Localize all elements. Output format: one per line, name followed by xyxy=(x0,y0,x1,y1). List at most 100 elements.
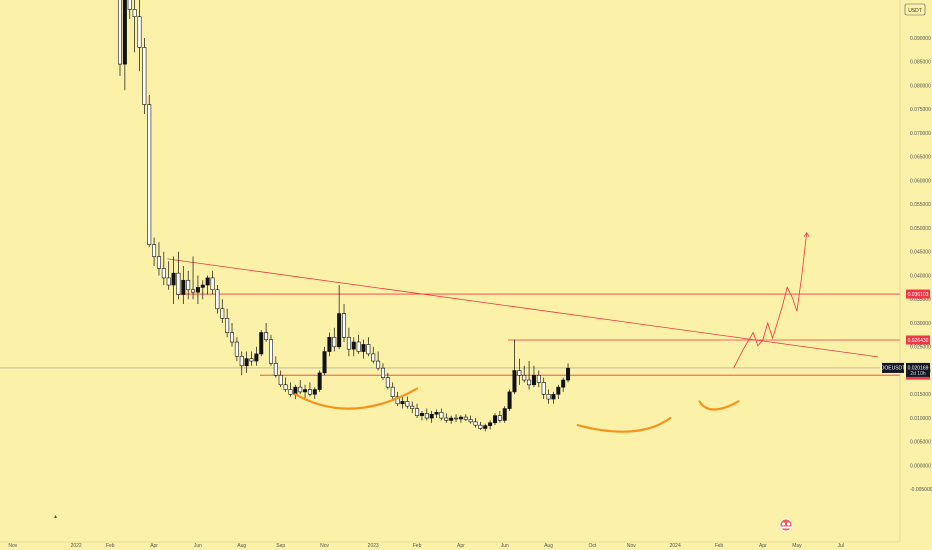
y-tick-label: 0.005000 xyxy=(910,440,931,446)
level-label: 0.026430 xyxy=(908,338,929,344)
x-tick-label: Apr xyxy=(759,543,767,549)
trendline[interactable] xyxy=(167,258,879,358)
candle xyxy=(502,406,507,423)
candle xyxy=(376,351,381,371)
candle xyxy=(371,346,376,364)
event-flag-icon[interactable] xyxy=(779,518,793,532)
x-tick-label: Nov xyxy=(627,543,636,549)
y-tick-label: 0.035000 xyxy=(910,297,931,303)
candle xyxy=(288,382,293,397)
time-axis[interactable]: Nov 2022 Feb Apr Jun Aug Sep Nov 2023 Feb Apr Jun Au… xyxy=(8,543,844,549)
candle xyxy=(541,377,546,400)
candle xyxy=(132,0,137,53)
candle xyxy=(268,334,273,366)
candle xyxy=(410,401,415,414)
x-tick-label: Jun xyxy=(194,543,202,549)
x-tick-label: Nov xyxy=(8,543,17,549)
candle xyxy=(531,365,536,388)
candle xyxy=(527,361,532,390)
price-labels: 0.0361030.0264300.019024DOEUSDT0.0201692… xyxy=(881,289,930,380)
candle xyxy=(492,413,497,426)
x-tick-label: Apr xyxy=(457,543,465,549)
pattern-curve[interactable] xyxy=(698,400,740,411)
candle xyxy=(337,285,342,350)
y-tick-label: 0.065000 xyxy=(910,155,931,161)
candle xyxy=(249,351,254,366)
candle xyxy=(152,237,157,267)
x-tick-label: 2023 xyxy=(368,543,379,549)
x-tick-label: Feb xyxy=(413,543,422,549)
candle xyxy=(536,370,541,388)
candle xyxy=(405,396,410,409)
candle xyxy=(307,382,312,397)
symbol-label: DOEUSDT xyxy=(881,366,905,372)
candle xyxy=(161,251,166,286)
candle xyxy=(517,358,522,385)
current-price-label: 0.020169 xyxy=(908,365,929,371)
candle xyxy=(122,0,127,91)
candle xyxy=(239,351,244,376)
trendline-layer xyxy=(167,258,879,358)
candle xyxy=(385,372,390,390)
candle xyxy=(546,389,551,404)
candle xyxy=(561,377,566,392)
y-tick-label: 0.060000 xyxy=(910,178,931,184)
x-tick-label: Apr xyxy=(150,543,158,549)
candle xyxy=(147,95,152,248)
candle xyxy=(468,415,473,424)
candle xyxy=(478,421,483,430)
pattern-curve[interactable] xyxy=(576,416,672,433)
candle xyxy=(351,337,356,357)
candle xyxy=(127,0,132,19)
marker-caret-icon: ▴ xyxy=(54,513,57,520)
candle xyxy=(298,380,303,395)
candle xyxy=(361,339,366,359)
y-tick-label: 0.010000 xyxy=(910,416,931,422)
candle xyxy=(230,323,235,347)
projection-line[interactable] xyxy=(733,232,808,369)
candle xyxy=(434,409,439,419)
x-tick-label: Nov xyxy=(320,543,329,549)
x-tick-label: 2024 xyxy=(670,543,681,549)
candle xyxy=(507,389,512,411)
x-tick-label: Jul xyxy=(838,543,844,549)
candle xyxy=(429,410,434,423)
candle xyxy=(254,346,259,366)
candle xyxy=(278,370,283,388)
y-tick-label: 0.025000 xyxy=(910,345,931,351)
candle xyxy=(273,356,278,378)
y-tick-label: 0.075000 xyxy=(910,107,931,113)
candle xyxy=(342,304,347,343)
y-tick-label: 0.080000 xyxy=(910,83,931,89)
x-tick-label: Oct xyxy=(588,543,596,549)
y-tick-label: -0.005000 xyxy=(910,487,932,493)
candle xyxy=(424,408,429,421)
candle xyxy=(390,382,395,400)
level-label: 0.036103 xyxy=(908,292,929,298)
candle xyxy=(512,339,517,395)
candle xyxy=(264,323,269,343)
candle xyxy=(186,270,191,300)
candle xyxy=(449,415,454,424)
candle xyxy=(303,384,308,400)
y-tick-label: 0.050000 xyxy=(910,226,931,232)
candle xyxy=(444,413,449,423)
candle xyxy=(195,275,200,305)
level-label-box xyxy=(906,335,930,345)
candle xyxy=(415,403,420,419)
candle xyxy=(137,0,142,72)
candle xyxy=(317,370,322,392)
candle xyxy=(225,308,230,338)
x-tick-label: 2022 xyxy=(71,543,82,549)
candle xyxy=(142,38,147,115)
candle xyxy=(118,0,123,77)
x-tick-label: May xyxy=(792,543,802,549)
currency-label: USDT xyxy=(908,8,922,14)
currency-box[interactable] xyxy=(904,3,926,16)
x-tick-label: Sep xyxy=(276,543,285,549)
candle xyxy=(244,351,249,373)
y-tick-label: 0.045000 xyxy=(910,250,931,256)
x-tick-label: Feb xyxy=(106,543,115,549)
pattern-curve[interactable] xyxy=(294,387,419,410)
